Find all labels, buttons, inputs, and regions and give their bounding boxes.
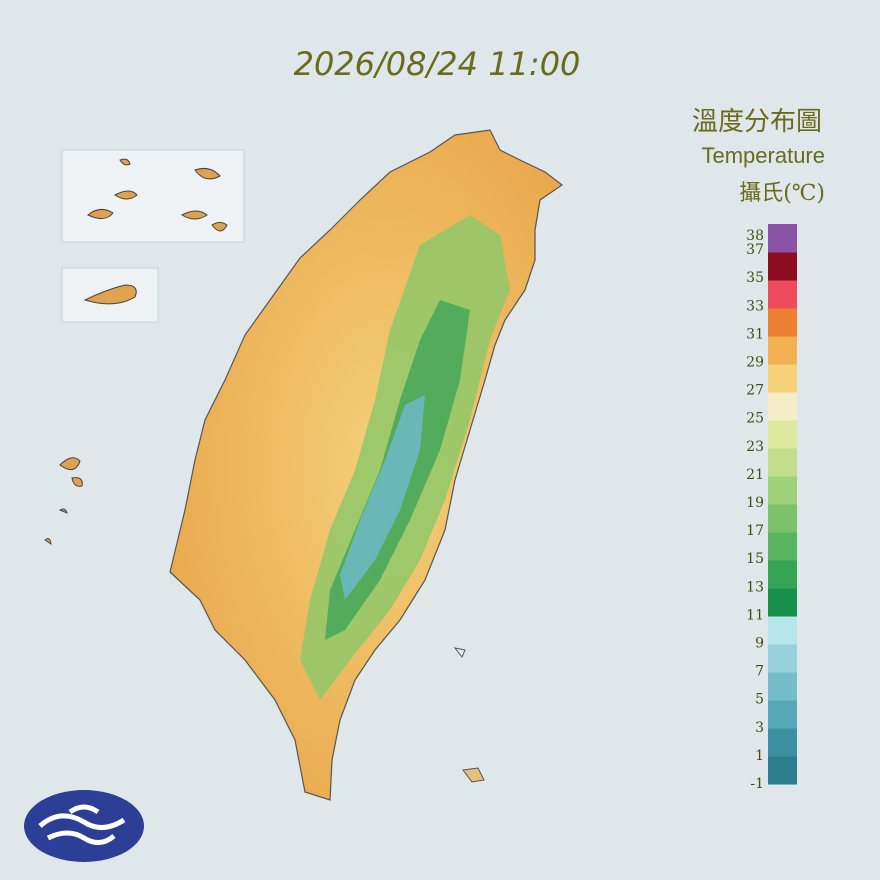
matsu-islands (87, 158, 228, 232)
legend-tick-label: 37 (746, 242, 764, 258)
color-band (768, 420, 797, 449)
color-band (768, 476, 797, 505)
color-band (768, 700, 797, 729)
color-band (768, 336, 797, 365)
summit-zone (340, 395, 425, 600)
legend-tick-label: 5 (755, 692, 764, 708)
color-band (768, 532, 797, 561)
penghu-islands (44, 457, 83, 546)
color-band (768, 392, 797, 421)
islet (462, 767, 485, 783)
legend-tick-label: -1 (750, 776, 764, 792)
color-band (768, 560, 797, 589)
timestamp: 2026/08/24 11:00 (294, 45, 581, 83)
legend-tick-label: 38 (746, 228, 764, 244)
legend-tick-label: 23 (746, 439, 764, 455)
legend-tick-label: 29 (746, 354, 764, 370)
color-band (768, 756, 797, 785)
legend-subtitle: Temperature (701, 143, 825, 168)
color-band (768, 504, 797, 533)
legend-tick-label: 19 (746, 495, 764, 511)
color-band (768, 308, 797, 337)
legend-tick-label: 7 (755, 664, 764, 680)
legend-tick-label: 3 (755, 720, 764, 736)
color-band (768, 728, 797, 757)
legend-tick-label: 17 (746, 523, 764, 539)
legend-tick-label: 35 (746, 270, 764, 286)
legend-tick-label: 31 (746, 326, 764, 342)
taiwan-map (169, 129, 564, 801)
color-band (768, 252, 797, 281)
legend-tick-label: 27 (746, 383, 764, 399)
kinmen-islands (83, 284, 137, 305)
legend-tick-label: 21 (746, 467, 764, 483)
logo-waves (38, 804, 126, 845)
legend-tick-label: 33 (746, 298, 764, 314)
legend-tick-label: 11 (746, 607, 764, 623)
legend-tick-label: 9 (755, 635, 764, 651)
color-band (768, 588, 797, 617)
legend-tick-label: 1 (755, 748, 764, 764)
color-band (768, 280, 797, 309)
color-band (768, 448, 797, 477)
color-band (768, 616, 797, 645)
legend-title: 溫度分布圖 (692, 107, 822, 137)
color-band (768, 644, 797, 673)
legend-unit: 攝氏(℃) (739, 181, 825, 206)
color-band (768, 224, 797, 253)
inset-islands (44, 149, 245, 546)
logo-ellipse (24, 790, 144, 862)
legend-tick-label: 25 (746, 411, 764, 427)
color-band (768, 672, 797, 701)
color-band (768, 364, 797, 393)
islet (453, 647, 466, 658)
legend-tick-label: 13 (746, 579, 764, 595)
legend-tick-label: 15 (746, 551, 764, 567)
agency-logo (24, 790, 144, 862)
